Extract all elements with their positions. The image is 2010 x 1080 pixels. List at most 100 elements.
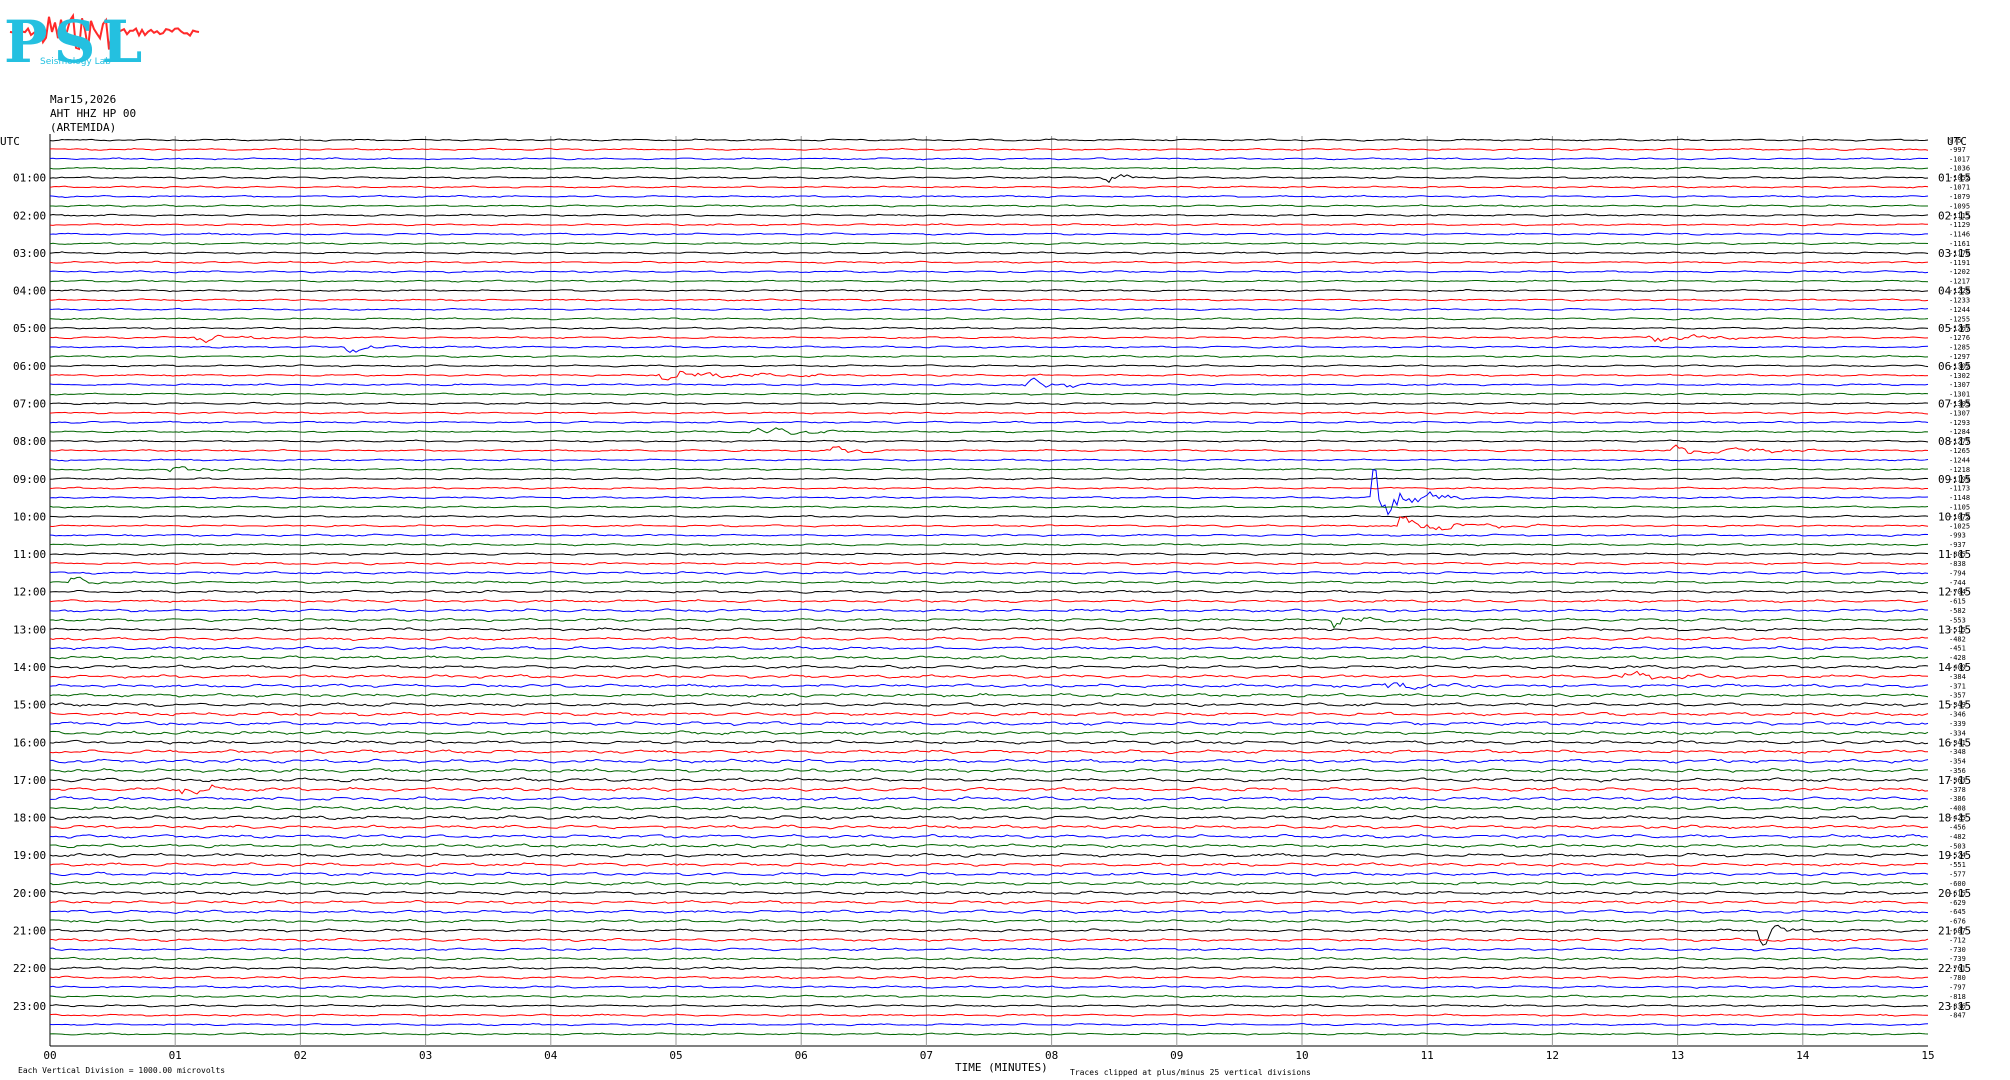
- right-hour-label: 02:15: [1938, 209, 1971, 222]
- trace-row: [49, 241, 1929, 246]
- trace-row: [49, 364, 1929, 368]
- left-hour-label: 02:00: [13, 209, 46, 222]
- row-offset-label: -1302: [1949, 372, 1970, 380]
- trace-row: [49, 458, 1929, 462]
- x-tick-label: 09: [1170, 1049, 1183, 1062]
- x-tick-label: 01: [169, 1049, 182, 1062]
- trace-row: [49, 326, 1929, 330]
- trace-row: [49, 444, 1929, 455]
- right-hour-label: 08:15: [1938, 435, 1971, 448]
- x-tick-label: 02: [294, 1049, 307, 1062]
- left-hour-label: 22:00: [13, 962, 46, 975]
- row-offset-label: -349: [1949, 701, 1966, 709]
- left-hour-label: 07:00: [13, 397, 46, 410]
- row-offset-label: -408: [1949, 805, 1966, 813]
- trace-rows: [49, 138, 1929, 1036]
- trace-row: [49, 289, 1929, 293]
- left-hour-label: 03:00: [13, 247, 46, 260]
- row-offset-label: -1302: [1949, 362, 1970, 370]
- trace-row: [49, 852, 1928, 858]
- row-offset-label: -1146: [1949, 231, 1970, 239]
- trace-row: [49, 1032, 1929, 1036]
- trace-row: [49, 627, 1929, 632]
- trace-row: [49, 966, 1929, 971]
- row-offset-label: -1105: [1949, 504, 1970, 512]
- row-offset-label: -1301: [1949, 391, 1970, 399]
- left-hour-label: 15:00: [13, 699, 46, 712]
- row-offset-label: -378: [1949, 786, 1966, 794]
- trace-row: [49, 815, 1929, 820]
- row-offset-label: -937: [1949, 541, 1966, 549]
- row-offset-label: -1218: [1949, 466, 1970, 474]
- row-offset-label: -1025: [1949, 522, 1970, 530]
- left-hour-label: 17:00: [13, 774, 46, 787]
- row-offset-label: -451: [1949, 645, 1966, 653]
- row-offset-label: -761: [1949, 965, 1966, 973]
- trace-row: [49, 871, 1929, 877]
- right-hour-label: 15:15: [1938, 699, 1971, 712]
- left-hour-label: 18:00: [13, 812, 46, 825]
- row-offset-label: -676: [1949, 918, 1966, 926]
- trace-row: [49, 664, 1929, 670]
- trace-row: [49, 833, 1929, 839]
- x-tick-label: 15: [1921, 1049, 1934, 1062]
- trace-row: [49, 702, 1929, 708]
- trace-row: [49, 570, 1929, 575]
- row-offset-label: -384: [1949, 673, 1966, 681]
- left-hour-label: 21:00: [13, 924, 46, 937]
- row-offset-label: -1079: [1949, 193, 1970, 201]
- trace-row: [49, 576, 1929, 585]
- channel-code: AHT HHZ HP 00: [50, 107, 137, 120]
- trace-row: [49, 279, 1929, 283]
- right-hour-label: 16:15: [1938, 736, 1971, 749]
- clip-note: Traces clipped at plus/minus 25 vertical…: [1070, 1068, 1311, 1077]
- row-offset-label: -780: [1949, 974, 1966, 982]
- row-offset-label: -409: [1949, 663, 1966, 671]
- trace-row: [49, 377, 1929, 388]
- row-offset-label: -1173: [1949, 485, 1970, 493]
- trace-row: [49, 213, 1929, 217]
- x-tick-label: 08: [1045, 1049, 1058, 1062]
- row-offset-label: -847: [1949, 1012, 1966, 1020]
- trace-row: [49, 561, 1929, 566]
- trace-row: [49, 937, 1929, 943]
- row-offset-label: -341: [1949, 739, 1966, 747]
- row-offset-label: -1267: [1949, 325, 1970, 333]
- trace-row: [49, 173, 1929, 184]
- left-hour-label: 06:00: [13, 360, 46, 373]
- row-offset-label: -1072: [1949, 513, 1970, 521]
- row-offset-label: -354: [1949, 758, 1966, 766]
- row-offset-label: -712: [1949, 936, 1966, 944]
- trace-row: [49, 739, 1929, 745]
- trace-row: [49, 468, 1929, 516]
- row-offset-label: -1284: [1949, 428, 1970, 436]
- left-hour-label: 19:00: [13, 849, 46, 862]
- row-offset-label: -357: [1949, 692, 1966, 700]
- row-offset-label: -1071: [1949, 184, 1970, 192]
- right-hour-label: 04:15: [1938, 285, 1971, 298]
- x-tick-label: 05: [669, 1049, 682, 1062]
- row-offset-label: -1228: [1949, 287, 1970, 295]
- right-hour-label: 22:15: [1938, 962, 1971, 975]
- trace-row: [49, 824, 1929, 830]
- row-offset-label: -885: [1949, 551, 1966, 559]
- row-offset-label: -1307: [1949, 409, 1970, 417]
- trace-row: [49, 805, 1929, 811]
- trace-row: [49, 251, 1929, 255]
- row-offset-label: -704: [1949, 588, 1966, 596]
- row-offset-label: -1036: [1949, 165, 1970, 173]
- trace-row: [49, 636, 1929, 642]
- trace-row: [49, 692, 1929, 698]
- row-offset-label: -838: [1949, 560, 1966, 568]
- trace-row: [49, 147, 1929, 151]
- trace-row: [49, 157, 1929, 161]
- trace-row: [49, 843, 1929, 849]
- trace-row: [49, 947, 1929, 952]
- trace-row: [49, 533, 1929, 537]
- right-utc-label: UTC: [1947, 135, 1967, 148]
- row-offset-label: -1095: [1949, 202, 1970, 210]
- scale-note: Each Vertical Division = 1000.00 microvo…: [18, 1066, 226, 1075]
- trace-row: [49, 317, 1929, 321]
- x-tick-label: 07: [920, 1049, 933, 1062]
- trace-row: [49, 994, 1929, 999]
